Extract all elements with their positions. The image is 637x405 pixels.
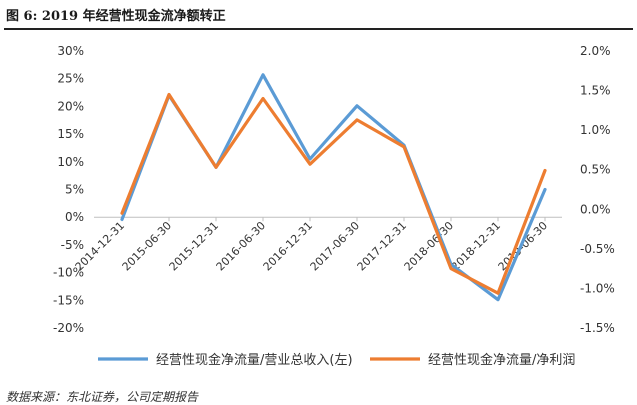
left-tick-label: 0% (65, 210, 84, 224)
series-line-0 (120, 73, 547, 302)
right-tick-label: -1.0% (580, 281, 615, 295)
right-tick-label: -1.5% (580, 321, 615, 335)
left-tick-label: 30% (57, 44, 84, 58)
left-tick-label: -20% (53, 321, 84, 335)
left-tick-label: 5% (65, 183, 84, 197)
x-tick-label: 2016-06-30 (214, 219, 268, 273)
left-tick-label: 10% (57, 155, 84, 169)
left-tick-label: 20% (57, 99, 84, 113)
legend: 经营性现金净流量/营业总收入(左) 经营性现金净流量/净利润 (98, 352, 575, 368)
right-tick-label: 1.0% (580, 123, 611, 137)
x-tick-label: 2018-06-30 (402, 219, 456, 273)
x-tick-label: 2016-12-31 (261, 219, 315, 273)
title-rule (4, 28, 633, 30)
x-tick-label: 2017-12-31 (355, 219, 409, 273)
right-tick-label: 0.0% (580, 202, 611, 216)
data-source: 数据来源：东北证券，公司定期报告 (6, 390, 199, 404)
right-tick-label: -0.5% (580, 242, 615, 256)
right-tick-label: 2.0% (580, 44, 611, 58)
right-tick-label: 1.5% (580, 84, 611, 98)
x-tick-label: 2017-06-30 (308, 219, 362, 273)
x-tick-label: 2015-06-30 (120, 219, 174, 273)
right-axis: 2.0% 1.5% 1.0% 0.5% 0.0% -0.5% -1.0% -1.5% (580, 44, 615, 335)
legend-label: 经营性现金净流量/净利润 (428, 352, 575, 368)
left-tick-label: -15% (53, 293, 84, 307)
series-group (120, 73, 547, 302)
left-tick-label: -10% (53, 266, 84, 280)
left-tick-label: 15% (57, 127, 84, 141)
left-axis: 30% 25% 20% 15% 10% 5% 0% -5% -10% -15% -20% (53, 44, 84, 335)
left-tick-label: -5% (61, 238, 84, 252)
x-axis: 2014-12-312015-06-302015-12-312016-06-30… (73, 217, 550, 274)
left-tick-label: 25% (57, 72, 84, 86)
series-line-1 (120, 92, 547, 295)
x-tick-label: 2015-12-31 (167, 219, 221, 273)
legend-label: 经营性现金净流量/营业总收入(左) (156, 352, 353, 368)
right-tick-label: 0.5% (580, 163, 611, 177)
x-tick-label: 2018-12-31 (449, 219, 503, 273)
figure-title: 图 6: 2019 年经营性现金流净额转正 (6, 9, 226, 24)
